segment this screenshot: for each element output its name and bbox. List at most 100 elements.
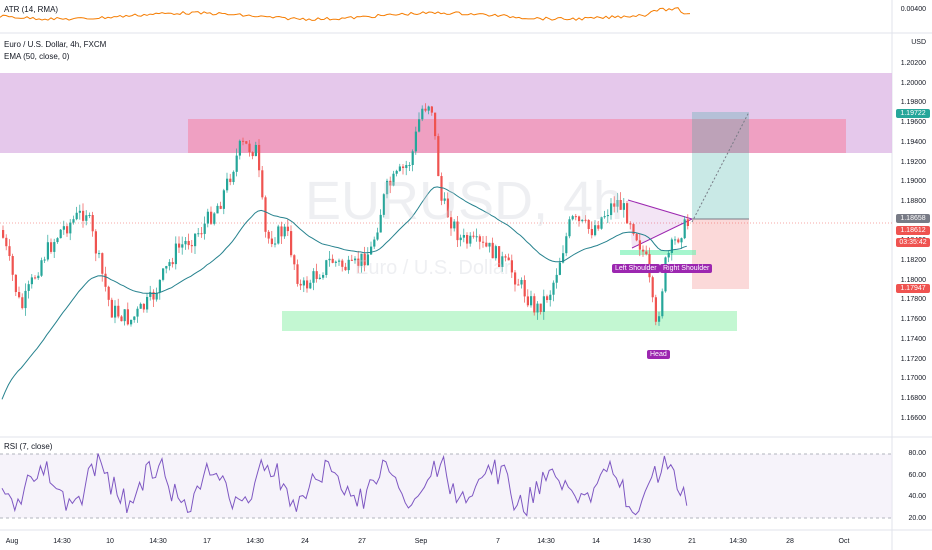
- price-tag: 1.19722: [896, 109, 930, 118]
- triangle-lower-line[interactable]: [631, 218, 693, 249]
- symbol-watermark-description: Euro / U.S. Dollar: [355, 257, 511, 279]
- time-tick: Sep: [414, 538, 428, 545]
- candle-body: [526, 296, 529, 306]
- candle-body: [302, 280, 305, 286]
- candle-body: [114, 305, 117, 318]
- candle-body: [24, 290, 27, 309]
- candle-body: [274, 243, 277, 245]
- candle-body: [56, 238, 59, 243]
- time-tick: 17: [203, 538, 211, 545]
- candle-body: [142, 303, 145, 310]
- position-stop-zone[interactable]: [692, 219, 749, 289]
- candle-body: [670, 239, 673, 253]
- time-tick: 10: [106, 538, 114, 545]
- position-target-zone[interactable]: [692, 112, 749, 219]
- candle-body: [574, 216, 577, 218]
- candle-body: [232, 171, 235, 183]
- price-tick: 1.17400: [900, 335, 926, 343]
- candle-body: [562, 253, 565, 263]
- candle-body: [568, 219, 571, 237]
- candle-body: [78, 210, 81, 213]
- candle-body: [149, 291, 152, 297]
- candle-body: [146, 296, 149, 310]
- time-tick: Oct: [838, 538, 850, 545]
- candle-body: [651, 277, 654, 298]
- candle-body: [594, 225, 597, 236]
- candle-body: [341, 260, 344, 267]
- price-tag: 03:35:42: [896, 238, 930, 247]
- time-tick: 14:30: [53, 538, 71, 545]
- candle-body: [62, 226, 65, 230]
- candle-body: [158, 279, 161, 293]
- candle-body: [357, 258, 360, 266]
- candle-body: [661, 291, 664, 317]
- candle-body: [88, 215, 91, 217]
- candle-body: [2, 230, 5, 238]
- candle-body: [491, 242, 494, 259]
- candle-body: [72, 219, 75, 223]
- candle-body: [187, 240, 190, 246]
- candle-body: [245, 141, 248, 144]
- candle-body: [635, 233, 638, 241]
- currency-label[interactable]: USD: [911, 39, 926, 46]
- candle-body: [667, 252, 670, 258]
- left-shoulder-label[interactable]: Left Shoulder: [612, 264, 660, 273]
- price-tag: 1.17947: [896, 284, 930, 293]
- atr-label[interactable]: ATR (14, RMA): [4, 5, 59, 14]
- price-tick: 1.16800: [900, 394, 926, 402]
- candle-body: [475, 236, 478, 238]
- rsi-label[interactable]: RSI (7, close): [4, 442, 53, 451]
- time-tick: Aug: [5, 538, 19, 545]
- candle-body: [347, 259, 350, 271]
- candle-body: [293, 255, 296, 265]
- candle-body: [184, 240, 187, 245]
- candle-body: [242, 140, 245, 142]
- price-tick: 1.20000: [900, 79, 926, 87]
- chart-title[interactable]: Euro / U.S. Dollar, 4h, FXCM: [4, 40, 107, 49]
- price-tick: 1.19200: [900, 158, 926, 166]
- candle-body: [510, 260, 513, 273]
- candle-body: [178, 243, 181, 248]
- candle-body: [315, 271, 318, 279]
- price-tick: 1.18000: [900, 276, 926, 284]
- price-tag: 1.18658: [896, 214, 930, 223]
- ema-label[interactable]: EMA (50, close, 0): [4, 52, 70, 61]
- candle-body: [395, 170, 398, 174]
- candle-body: [66, 226, 69, 234]
- candle-body: [382, 194, 385, 215]
- candle-body: [571, 216, 574, 220]
- right-shoulder-label[interactable]: Right Shoulder: [660, 264, 713, 273]
- neckline-zone[interactable]: [620, 250, 696, 255]
- candle-body: [354, 258, 357, 261]
- candle-body: [507, 257, 510, 261]
- candle-body: [565, 236, 568, 254]
- candle-body: [389, 180, 392, 186]
- candle-body: [414, 131, 417, 152]
- candle-body: [200, 233, 203, 235]
- head-label[interactable]: Head: [647, 350, 670, 359]
- candle-body: [40, 260, 43, 276]
- candle-body: [626, 203, 629, 224]
- candle-body: [437, 136, 440, 177]
- candle-body: [75, 212, 78, 220]
- candle-body: [683, 219, 686, 239]
- candle-body: [194, 233, 197, 247]
- support-zone[interactable]: [282, 311, 737, 331]
- candle-body: [453, 221, 456, 229]
- candle-body: [59, 229, 62, 239]
- candle-body: [258, 144, 261, 171]
- price-tick: 1.16600: [900, 414, 926, 422]
- candle-body: [366, 254, 369, 266]
- rsi-line: [1, 453, 688, 517]
- time-tick: 14:30: [729, 538, 747, 545]
- candle-body: [373, 239, 376, 247]
- candle-body: [616, 200, 619, 207]
- position-projection-line: [691, 111, 750, 223]
- candle-body: [328, 258, 331, 261]
- candle-body: [248, 143, 251, 153]
- triangle-pattern[interactable]: [628, 200, 692, 248]
- triangle-upper-line[interactable]: [627, 199, 693, 220]
- candle-body: [686, 219, 689, 226]
- candle-body: [558, 262, 561, 275]
